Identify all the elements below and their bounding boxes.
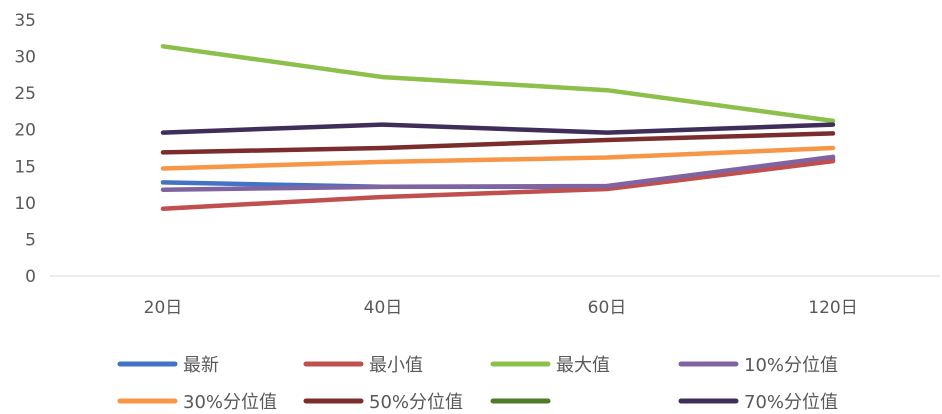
legend-label: 最新: [183, 355, 219, 376]
y-tick-label: 10: [14, 194, 36, 214]
legend-label: 最大值: [556, 355, 610, 376]
legend-label: 最小值: [369, 355, 423, 376]
x-tick-label: 120日: [808, 298, 857, 318]
y-tick-label: 35: [14, 11, 36, 31]
legend-label: 30%分位值: [183, 392, 277, 413]
legend-label: 50%分位值: [369, 392, 463, 413]
y-axis-ticks: 0 5 10 15 20 25 30 35: [14, 11, 36, 287]
series-line-4: [160, 145, 836, 171]
y-tick-label: 15: [14, 157, 36, 177]
legend-item: 30%分位值: [117, 392, 277, 413]
y-tick-label: 30: [14, 48, 36, 68]
series-line-1: [160, 158, 836, 211]
y-tick-label: 5: [25, 230, 36, 250]
y-tick-label: 20: [14, 121, 36, 141]
legend-item: 10%分位值: [678, 355, 838, 376]
x-tick-label: 40日: [364, 298, 403, 318]
legend-item: 70%分位值: [678, 392, 838, 413]
legend-item: 最新: [117, 355, 219, 376]
series-line-3: [160, 154, 836, 192]
series-line-7: [160, 122, 836, 135]
legend-label: 70%分位值: [744, 392, 838, 413]
x-tick-label: 60日: [588, 298, 627, 318]
y-tick-label: 25: [14, 84, 36, 104]
x-tick-label: 20日: [144, 298, 183, 318]
legend: 最新 最小值 最大值 10%分位值 30%分位值 50%分位值 70%分位值: [117, 355, 838, 413]
series-line-2: [160, 44, 836, 124]
series-line-5: [160, 131, 836, 155]
legend-item: 50%分位值: [303, 392, 463, 413]
legend-label: 10%分位值: [744, 355, 838, 376]
series-lines: [160, 44, 836, 211]
y-tick-label: 0: [25, 267, 36, 287]
x-axis-ticks: 20日 40日 60日 120日: [144, 298, 858, 318]
legend-item: 最大值: [490, 355, 610, 376]
legend-item: 最小值: [303, 355, 423, 376]
